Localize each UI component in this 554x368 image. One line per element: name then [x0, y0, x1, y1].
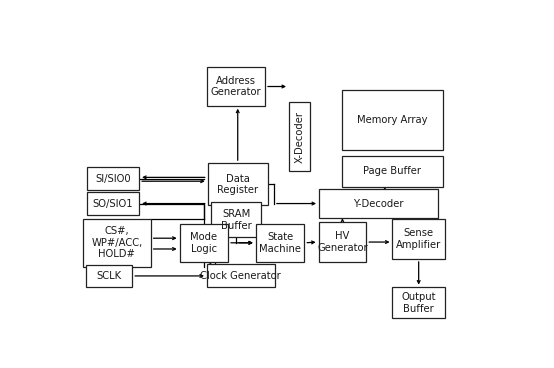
Text: Mode
Logic: Mode Logic — [190, 232, 217, 254]
Text: SRAM
Buffer: SRAM Buffer — [221, 209, 252, 230]
Text: State
Machine: State Machine — [259, 232, 301, 254]
Text: SO/SIO1: SO/SIO1 — [93, 199, 134, 209]
Bar — [207, 264, 275, 287]
Text: SI/SIO0: SI/SIO0 — [95, 174, 131, 184]
Text: Memory Array: Memory Array — [357, 114, 428, 125]
Bar — [319, 222, 366, 262]
Text: SCLK: SCLK — [96, 271, 122, 281]
Bar — [392, 287, 445, 318]
Text: Clock Generator: Clock Generator — [201, 271, 281, 281]
Text: Data
Register: Data Register — [217, 173, 258, 195]
Bar — [86, 265, 132, 287]
Bar — [342, 89, 443, 150]
Bar — [342, 156, 443, 187]
Text: Output
Buffer: Output Buffer — [402, 292, 436, 314]
Bar — [87, 167, 139, 191]
Bar — [208, 163, 268, 205]
Bar — [256, 224, 304, 262]
Bar — [392, 219, 445, 259]
Bar — [207, 67, 265, 106]
Bar — [289, 102, 310, 171]
Bar — [179, 224, 228, 262]
Text: Y-Decoder: Y-Decoder — [353, 199, 404, 209]
Text: Sense
Amplifier: Sense Amplifier — [396, 228, 442, 250]
Bar — [211, 202, 261, 237]
Text: X-Decoder: X-Decoder — [294, 110, 304, 163]
Text: Page Buffer: Page Buffer — [363, 166, 422, 176]
Bar — [87, 192, 139, 215]
Bar — [83, 219, 151, 267]
Text: HV
Generator: HV Generator — [317, 231, 368, 253]
Text: Address
Generator: Address Generator — [211, 76, 261, 97]
Text: CS#,
WP#/ACC,
HOLD#: CS#, WP#/ACC, HOLD# — [91, 226, 142, 259]
Bar — [319, 189, 438, 218]
